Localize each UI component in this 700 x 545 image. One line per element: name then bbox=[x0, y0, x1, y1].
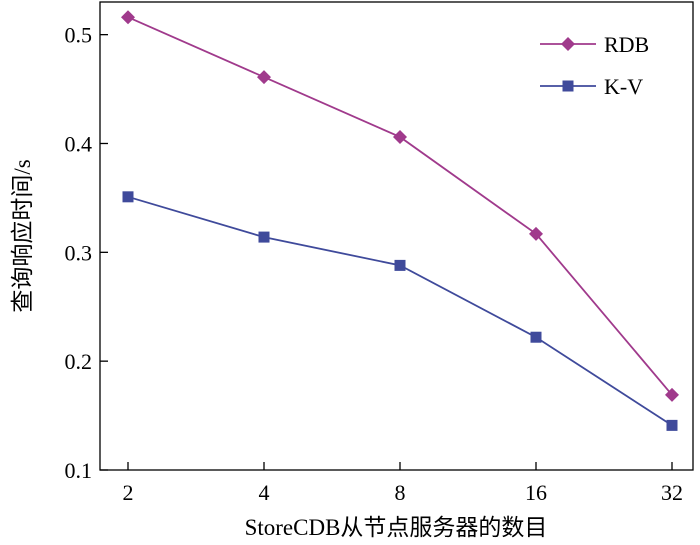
data-point-rdb bbox=[393, 129, 407, 144]
x-axis-title: StoreCDB从节点服务器的数目 bbox=[245, 515, 548, 540]
data-point-rdb bbox=[257, 70, 271, 85]
series-line-rdb bbox=[127, 16, 673, 396]
x-tick-label: 4 bbox=[259, 480, 270, 505]
y-tick-label: 0.2 bbox=[65, 349, 93, 374]
y-tick-label: 0.5 bbox=[65, 23, 93, 48]
data-point-k-v bbox=[394, 259, 406, 271]
x-tick-label: 8 bbox=[395, 480, 406, 505]
data-point-rdb bbox=[665, 387, 679, 402]
data-point-k-v bbox=[258, 231, 270, 243]
data-point-k-v bbox=[666, 419, 678, 431]
data-point-rdb bbox=[529, 226, 543, 241]
series-line-k-v bbox=[127, 195, 673, 427]
x-tick-label: 32 bbox=[661, 480, 683, 505]
y-tick-label: 0.3 bbox=[65, 240, 93, 265]
legend: RDB K-V bbox=[540, 32, 649, 99]
series-layer bbox=[121, 10, 679, 431]
data-point-rdb bbox=[121, 10, 135, 25]
y-axis-title: 查询响应时间/s bbox=[10, 159, 35, 312]
y-tick-label: 0.1 bbox=[65, 458, 93, 483]
x-tick-label: 16 bbox=[525, 480, 547, 505]
legend-marker-rdb bbox=[561, 37, 575, 51]
x-axis: 2 4 8 16 32 bbox=[123, 462, 683, 505]
x-tick-label: 2 bbox=[123, 480, 134, 505]
y-axis: 0.1 0.2 0.3 0.4 0.5 bbox=[65, 23, 108, 483]
legend-label-k-v: K-V bbox=[604, 74, 643, 99]
legend-label-rdb: RDB bbox=[604, 32, 649, 57]
y-tick-label: 0.4 bbox=[65, 131, 93, 156]
plot-frame bbox=[99, 1, 694, 471]
data-point-k-v bbox=[122, 191, 134, 203]
legend-marker-k-v bbox=[562, 80, 574, 92]
data-point-k-v bbox=[530, 331, 542, 343]
